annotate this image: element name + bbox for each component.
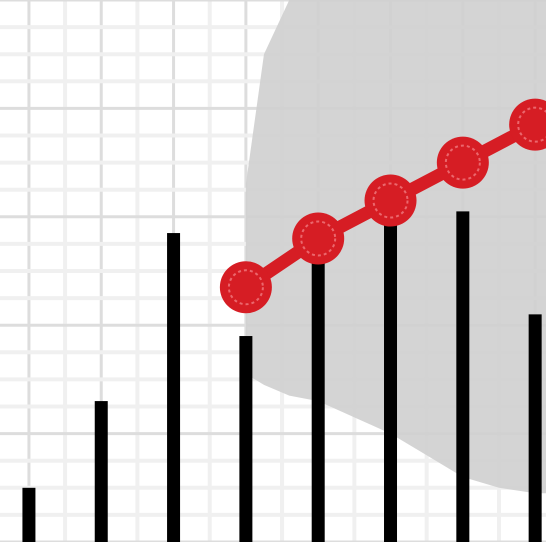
stem-2 — [94, 401, 108, 542]
forecast-point-3 — [364, 174, 417, 227]
forecast-point-ring-2 — [300, 220, 337, 257]
stem-6 — [384, 222, 398, 542]
forecast-line-series — [219, 98, 546, 314]
stem-8 — [528, 314, 542, 542]
forecast-point-ring-4 — [444, 144, 481, 181]
stem-7 — [456, 211, 470, 542]
stem-series — [22, 211, 542, 542]
stem-4 — [239, 336, 253, 542]
forecast-point-ring-1 — [227, 269, 264, 306]
stem-1 — [22, 487, 36, 542]
forecast-point-5 — [509, 98, 546, 151]
forecast-point-2 — [292, 212, 345, 265]
forecast-point-ring-3 — [372, 182, 409, 219]
forecast-point-4 — [436, 136, 489, 189]
stem-5 — [311, 222, 325, 542]
forecast-point-ring-5 — [517, 106, 546, 143]
stem-3 — [167, 233, 181, 542]
forecast-point-1 — [219, 261, 272, 314]
